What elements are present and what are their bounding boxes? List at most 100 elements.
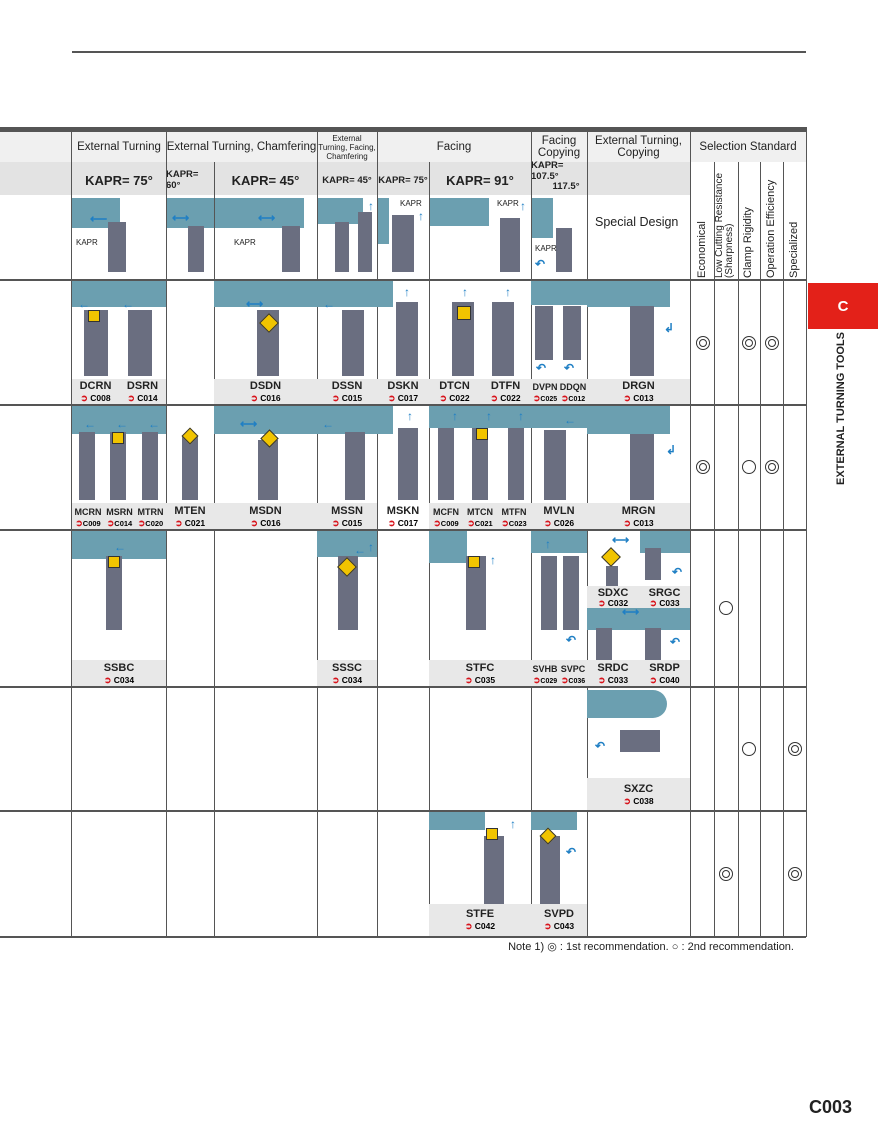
tool-ref[interactable]: ➲ C042 bbox=[464, 921, 496, 931]
special-design-label: Special Design bbox=[595, 215, 679, 229]
tool-ref[interactable]: ➲ C017 bbox=[387, 518, 419, 528]
tool-name: DSSN bbox=[331, 380, 363, 392]
tool-ref[interactable]: ➲C025 bbox=[532, 393, 558, 403]
tool-ref[interactable]: ➲ C043 bbox=[543, 921, 575, 931]
feed-arrow-both-icon: ⟷ bbox=[612, 533, 630, 547]
tool-ref[interactable]: ➲ C013 bbox=[623, 393, 654, 403]
r1-workpiece bbox=[377, 281, 393, 307]
diagram-facing-copy-workpiece bbox=[531, 198, 553, 238]
tool-name: SSBC bbox=[103, 662, 135, 674]
feed-arrow-curve-icon: ↶ bbox=[672, 565, 683, 579]
col-divider bbox=[738, 162, 739, 937]
tool-ref[interactable]: ➲ C015 bbox=[331, 393, 363, 403]
row-divider bbox=[0, 686, 806, 688]
top-rule bbox=[72, 51, 806, 53]
rating-first-icon bbox=[696, 336, 710, 350]
holder-msrn bbox=[110, 432, 126, 500]
r5-workpiece bbox=[531, 812, 577, 830]
rating-first-icon bbox=[719, 867, 733, 881]
criteria-clamp-rigidity: Clamp Rigidity bbox=[742, 207, 754, 278]
tool-ref[interactable]: ➲C009 bbox=[433, 518, 459, 528]
tool-ref[interactable]: ➲ C014 bbox=[127, 393, 158, 403]
tool-name: SDXC bbox=[597, 587, 629, 599]
rating-second-icon bbox=[719, 601, 733, 615]
col-divider bbox=[166, 132, 167, 937]
tool-ref[interactable]: ➲ C040 bbox=[649, 675, 680, 685]
r1-workpiece bbox=[587, 281, 670, 307]
tool-name: MSKN bbox=[386, 505, 420, 517]
tool-name: SRDP bbox=[649, 662, 680, 674]
col-divider bbox=[783, 162, 784, 937]
holder-mssn bbox=[345, 432, 365, 500]
tool-ref[interactable]: ➲ C008 bbox=[80, 393, 111, 403]
r3-workpiece bbox=[587, 608, 690, 630]
r5-workpiece bbox=[429, 812, 485, 830]
tool-name: MCRN bbox=[74, 507, 102, 517]
holder-mtfn bbox=[508, 428, 524, 500]
tool-ref[interactable]: ➲ C015 bbox=[331, 518, 363, 528]
feed-arrow-up-icon: ↑ bbox=[452, 409, 458, 423]
tool-ref[interactable]: ➲ C022 bbox=[439, 393, 470, 403]
feed-arrow-left-icon: ← bbox=[84, 417, 96, 431]
tool-name: DRGN bbox=[622, 380, 655, 392]
tool-ref[interactable]: ➲C012 bbox=[560, 393, 586, 403]
tool-ref[interactable]: ➲ C013 bbox=[623, 518, 654, 528]
tool-ref[interactable]: ➲C036 bbox=[560, 675, 586, 685]
tool-ref[interactable]: ➲C020 bbox=[137, 518, 164, 528]
tool-name: SVPD bbox=[544, 908, 574, 920]
section-tab-c[interactable]: C bbox=[808, 283, 878, 329]
holder-mtrn bbox=[142, 432, 158, 500]
holder-dtfn bbox=[492, 302, 514, 376]
rating-first-icon bbox=[696, 460, 710, 474]
tool-ref[interactable]: ➲ C033 bbox=[649, 598, 680, 608]
col-divider bbox=[377, 132, 378, 937]
feed-arrow-return-icon: ↲ bbox=[664, 321, 675, 335]
tool-ref[interactable]: ➲C014 bbox=[106, 518, 133, 528]
tool-ref[interactable]: ➲C023 bbox=[501, 518, 527, 528]
tool-name: DSRN bbox=[126, 380, 159, 392]
holder-mcfn bbox=[438, 428, 454, 500]
feed-arrow-up-icon: ↑ bbox=[505, 285, 511, 299]
feed-arrow-up-icon: ↑ bbox=[486, 409, 492, 423]
holder-srdp bbox=[645, 628, 661, 660]
insert-icon bbox=[486, 828, 498, 840]
r2-workpiece bbox=[587, 406, 670, 434]
r2-workpiece bbox=[429, 406, 531, 428]
tool-name: SRDC bbox=[597, 662, 629, 674]
insert-icon bbox=[468, 556, 480, 568]
diagram-kapr-label: KAPR bbox=[400, 199, 422, 208]
tool-ref[interactable]: ➲ C034 bbox=[331, 675, 363, 685]
tool-ref[interactable]: ➲ C033 bbox=[597, 675, 629, 685]
tool-ref[interactable]: ➲ C017 bbox=[387, 393, 419, 403]
tool-ref[interactable]: ➲C029 bbox=[532, 675, 558, 685]
tool-ref[interactable]: ➲ C022 bbox=[490, 393, 521, 403]
label-band bbox=[429, 660, 690, 686]
tool-name: MTFN bbox=[501, 507, 527, 517]
feed-arrow-left-icon: ← bbox=[114, 540, 126, 554]
tool-name: SVHB bbox=[532, 664, 558, 674]
tool-name: DDQN bbox=[559, 382, 587, 392]
feed-arrow-up-icon: ↑ bbox=[404, 285, 410, 299]
feed-arrow-both-icon: ⟷ bbox=[246, 297, 264, 311]
tool-ref[interactable]: ➲C009 bbox=[75, 518, 101, 528]
feed-arrow-up-icon: ↑ bbox=[368, 540, 374, 554]
group-facing: Facing bbox=[436, 141, 472, 153]
tool-ref[interactable]: ➲C021 bbox=[467, 518, 493, 528]
diagram-kapr-label: KAPR bbox=[535, 244, 557, 253]
rating-second-icon bbox=[742, 460, 756, 474]
col-divider bbox=[214, 162, 215, 937]
tool-ref[interactable]: ➲ C034 bbox=[103, 675, 135, 685]
tool-ref[interactable]: ➲ C016 bbox=[250, 393, 281, 403]
diagram-facing-chamfer-holder bbox=[335, 222, 349, 272]
tool-ref[interactable]: ➲ C016 bbox=[250, 518, 281, 528]
kapr-45: KAPR= 45° bbox=[231, 172, 300, 188]
tool-ref[interactable]: ➲ C035 bbox=[464, 675, 496, 685]
holder-sxzc bbox=[620, 730, 660, 752]
tool-ref[interactable]: ➲ C021 bbox=[174, 518, 206, 528]
feed-arrow-curve-icon: ↶ bbox=[566, 633, 577, 647]
tool-name: MTEN bbox=[174, 505, 206, 517]
tool-ref[interactable]: ➲ C038 bbox=[623, 796, 654, 806]
tool-ref[interactable]: ➲ C026 bbox=[543, 518, 575, 528]
diagram-kapr60-workpiece bbox=[166, 198, 214, 228]
tool-ref[interactable]: ➲ C032 bbox=[597, 598, 629, 608]
